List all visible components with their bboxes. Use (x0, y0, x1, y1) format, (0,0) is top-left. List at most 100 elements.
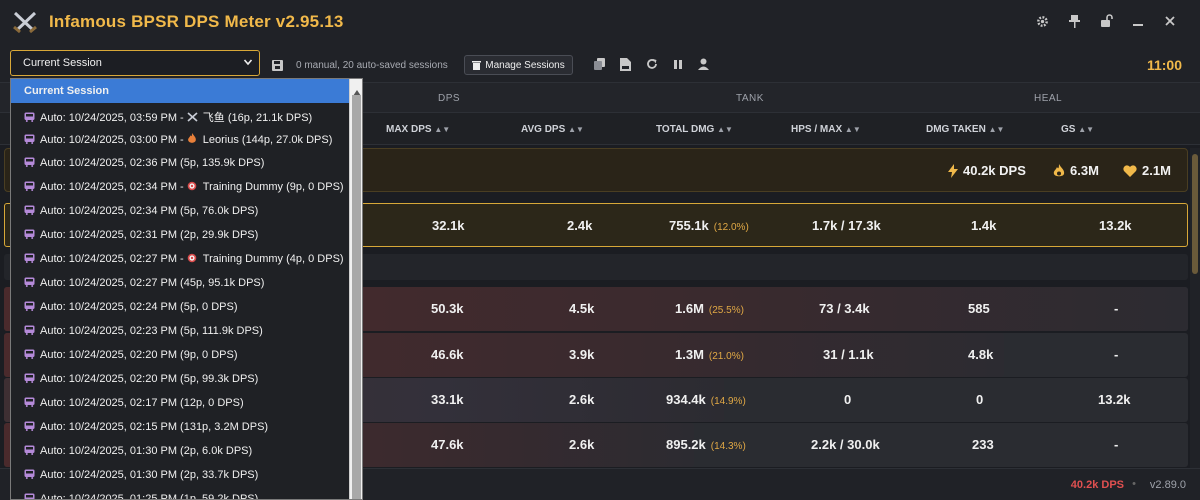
dropdown-item-boss: Training Dummy (9p, 0 DPS) (202, 181, 344, 193)
session-icon (24, 421, 35, 431)
dropdown-item-session[interactable]: Auto: 10/24/2025, 02:20 PM (5p, 99.3k DP… (11, 367, 349, 391)
dropdown-scrollbar-thumb[interactable] (352, 95, 361, 499)
export-csv-icon[interactable] (619, 57, 632, 71)
app-title: Infamous BPSR DPS Meter v2.95.13 (49, 12, 344, 31)
dropdown-item-session[interactable]: Auto: 10/24/2025, 02:20 PM (9p, 0 DPS) (11, 343, 349, 367)
cell-max-dps: 46.6k (431, 347, 464, 362)
table-scrollbar-thumb[interactable] (1192, 154, 1198, 274)
dropdown-item-boss: Leorius (144p, 27.0k DPS) (202, 134, 333, 146)
dropdown-item-label: Auto: 10/24/2025, 02:20 PM (5p, 99.3k DP… (40, 373, 259, 385)
dropdown-item-session[interactable]: Auto: 10/24/2025, 02:34 PM (5p, 76.0k DP… (11, 199, 349, 223)
pause-icon[interactable] (671, 57, 684, 71)
dropdown-item-session[interactable]: Auto: 10/24/2025, 01:30 PM (2p, 6.0k DPS… (11, 439, 349, 463)
dropdown-item-session[interactable]: Auto: 10/24/2025, 01:30 PM (2p, 33.7k DP… (11, 463, 349, 487)
session-count-text: 0 manual, 20 auto-saved sessions (296, 60, 448, 71)
manage-sessions-label: Manage Sessions (485, 59, 565, 71)
save-icon[interactable] (272, 58, 283, 76)
session-select[interactable]: Current Session (10, 50, 260, 76)
session-icon (24, 181, 35, 191)
col-hps-max[interactable]: HPS / MAX ▲▼ (791, 124, 861, 135)
col-dmg-taken[interactable]: DMG TAKEN ▲▼ (926, 124, 1005, 135)
cell-dmg-taken: 0 (976, 392, 984, 407)
session-icon (24, 277, 35, 287)
session-icon (24, 349, 35, 359)
cell-max-dps: 33.1k (431, 392, 464, 407)
sort-icon: ▲▼ (1078, 125, 1095, 134)
session-icon (24, 301, 35, 311)
user-icon[interactable] (697, 57, 710, 71)
dropdown-item-boss: Training Dummy (4p, 0 DPS) (202, 253, 344, 265)
summary-damage: 6.3M (1053, 163, 1099, 178)
minimize-icon[interactable] (1130, 12, 1146, 30)
dropdown-item-label: Auto: 10/24/2025, 02:23 PM (5p, 111.9k D… (40, 325, 263, 337)
cell-gs: - (1114, 301, 1119, 316)
crossed-swords-icon (187, 112, 198, 122)
sort-icon: ▲▼ (988, 125, 1005, 134)
summary-heal: 2.1M (1123, 163, 1171, 178)
session-select-value: Current Session (23, 57, 102, 69)
cell-dmg-taken: 4.8k (968, 347, 994, 362)
dropdown-item-session[interactable]: Auto: 10/24/2025, 02:24 PM (5p, 0 DPS) (11, 295, 349, 319)
dropdown-scrollbar[interactable] (349, 79, 362, 499)
title-bar: Infamous BPSR DPS Meter v2.95.13 (0, 0, 1200, 44)
summary-dps: 40.2k DPS (948, 163, 1026, 178)
dropdown-item-session[interactable]: Auto: 10/24/2025, 02:27 PM - Training Du… (11, 247, 349, 271)
cell-avg-dps: 2.6k (569, 392, 595, 407)
cell-hps-max: 0 (844, 392, 852, 407)
cell-hps-max: 31 / 1.1k (823, 347, 874, 362)
dropdown-item-session[interactable]: Auto: 10/24/2025, 02:15 PM (131p, 3.2M D… (11, 415, 349, 439)
settings-gear-icon[interactable] (1034, 12, 1050, 30)
session-icon (24, 229, 35, 239)
scroll-up-icon[interactable] (353, 83, 361, 101)
trash-icon (472, 61, 482, 70)
dropdown-item-session[interactable]: Auto: 10/24/2025, 02:34 PM - Training Du… (11, 175, 349, 199)
cell-gs: - (1114, 437, 1119, 452)
cell-gs: 13.2k (1099, 218, 1132, 233)
cell-avg-dps: 2.6k (569, 437, 595, 452)
table-scrollbar[interactable] (1190, 148, 1200, 468)
dropdown-item-label: Current Session (24, 85, 109, 97)
dropdown-item-label: Auto: 10/24/2025, 02:15 PM (131p, 3.2M D… (40, 421, 269, 433)
dropdown-item-boss: 飞鱼 (16p, 21.1k DPS) (202, 112, 313, 124)
dropdown-item-label: Auto: 10/24/2025, 01:25 PM (1p, 59.2k DP… (40, 493, 259, 500)
refresh-icon[interactable] (645, 57, 658, 71)
session-icon (24, 205, 35, 215)
copy-icon[interactable] (593, 57, 606, 71)
cell-dmg-taken: 1.4k (971, 218, 997, 233)
dropdown-item-session[interactable]: Auto: 10/24/2025, 02:23 PM (5p, 111.9k D… (11, 319, 349, 343)
dropdown-item-session[interactable]: Auto: 10/24/2025, 03:00 PM - Leorius (14… (11, 127, 349, 151)
cell-total-dmg: 895.2k (14.3%) (666, 437, 746, 452)
unlock-icon[interactable] (1098, 12, 1114, 30)
cell-gs: - (1114, 347, 1119, 362)
dropdown-item-session[interactable]: Auto: 10/24/2025, 02:31 PM (2p, 29.9k DP… (11, 223, 349, 247)
dropdown-item-label: Auto: 10/24/2025, 03:59 PM - (40, 112, 187, 124)
dropdown-item-session[interactable]: Auto: 10/24/2025, 02:36 PM (5p, 135.9k D… (11, 151, 349, 175)
col-total-dmg[interactable]: TOTAL DMG ▲▼ (656, 124, 733, 135)
manage-sessions-button[interactable]: Manage Sessions (464, 55, 573, 75)
session-dropdown-list: Current Session Auto: 10/24/2025, 03:59 P… (11, 79, 349, 500)
sort-icon: ▲▼ (717, 125, 733, 134)
footer-dps: 40.2k DPS (1070, 479, 1124, 491)
dropdown-item-session[interactable]: Auto: 10/24/2025, 02:27 PM (45p, 95.1k D… (11, 271, 349, 295)
cell-avg-dps: 4.5k (569, 301, 595, 316)
dropdown-item-current-session[interactable]: Current Session (11, 79, 349, 103)
cell-total-dmg: 755.1k (12.0%) (669, 218, 749, 233)
dropdown-item-session[interactable]: Auto: 10/24/2025, 02:17 PM (12p, 0 DPS) (11, 391, 349, 415)
close-icon[interactable] (1162, 12, 1178, 30)
dropdown-item-session[interactable]: Auto: 10/24/2025, 01:25 PM (1p, 59.2k DP… (11, 487, 349, 500)
col-avg-dps[interactable]: AVG DPS ▲▼ (521, 124, 584, 135)
cell-gs: 13.2k (1098, 392, 1131, 407)
cell-dmg-taken: 233 (972, 437, 994, 452)
dropdown-item-session[interactable]: Auto: 10/24/2025, 03:59 PM - 飞鱼 (16p, 21… (11, 103, 349, 127)
pin-icon[interactable] (1066, 12, 1082, 30)
cell-hps-max: 73 / 3.4k (819, 301, 870, 316)
col-gs[interactable]: GS ▲▼ (1061, 124, 1095, 135)
sort-icon: ▲▼ (434, 125, 451, 134)
footer-separator: • (1132, 478, 1136, 490)
target-icon (187, 253, 198, 263)
col-max-dps[interactable]: MAX DPS ▲▼ (386, 124, 451, 135)
cell-total-dmg: 1.6M (25.5%) (675, 301, 744, 316)
group-dps: DPS (438, 93, 461, 104)
group-tank: TANK (736, 93, 764, 104)
fire-icon (1053, 163, 1065, 176)
